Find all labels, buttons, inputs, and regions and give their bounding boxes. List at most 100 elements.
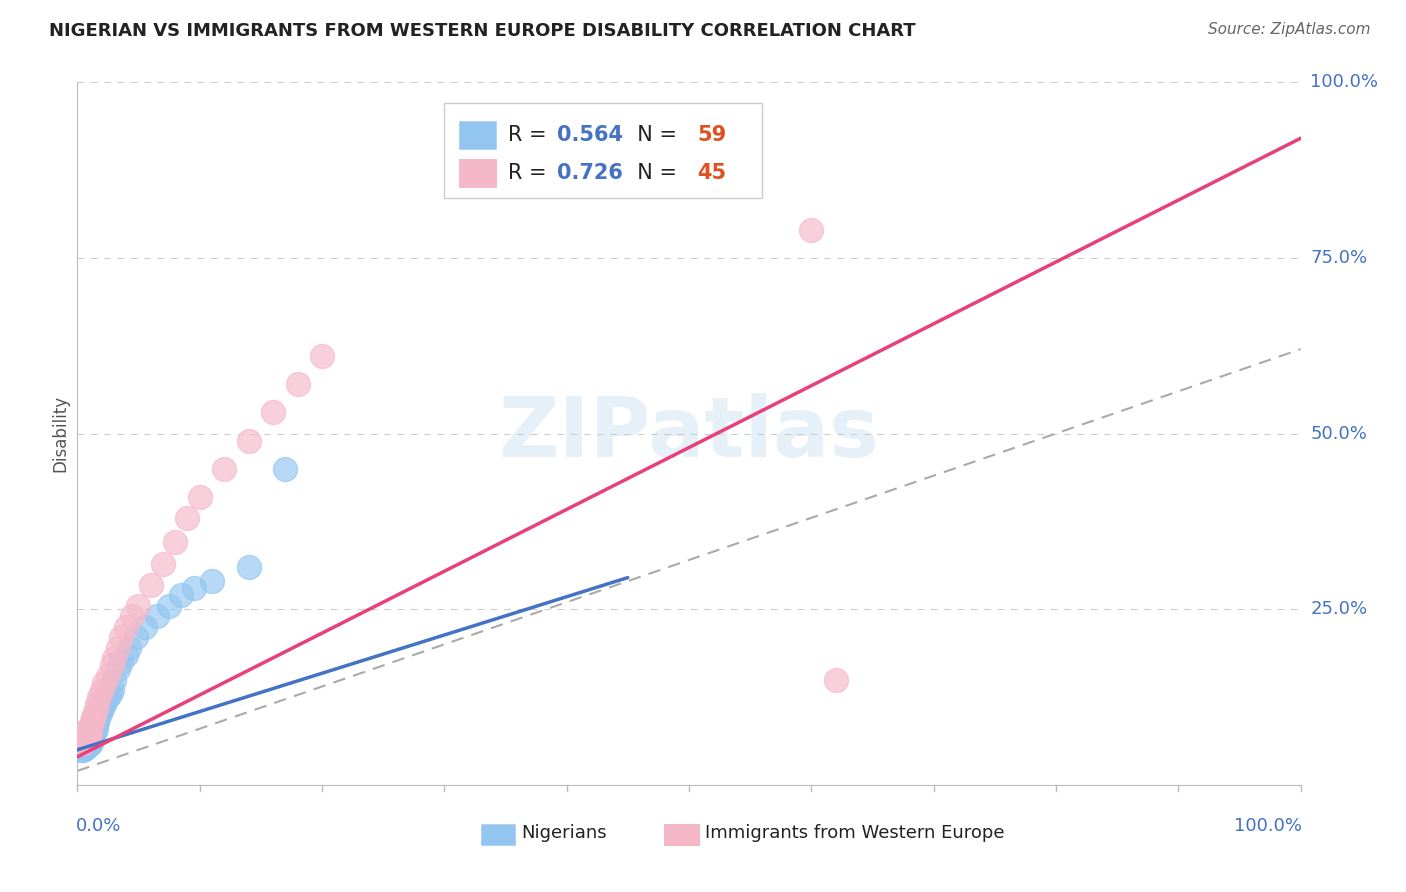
- Point: [80, 714, 103, 729]
- Point: [76, 725, 98, 739]
- Point: [72, 736, 94, 750]
- Point: [79, 730, 101, 744]
- Point: [90, 704, 112, 718]
- Point: [89, 707, 111, 722]
- Point: [79, 737, 101, 751]
- Text: 75.0%: 75.0%: [1310, 249, 1368, 267]
- Point: [73, 741, 96, 756]
- Point: [90, 683, 112, 698]
- Point: [100, 683, 122, 698]
- Point: [80, 732, 103, 747]
- Point: [87, 711, 110, 725]
- Text: 45: 45: [697, 163, 727, 184]
- Point: [97, 690, 120, 705]
- Point: [170, 588, 193, 602]
- Text: 100.0%: 100.0%: [1310, 73, 1378, 91]
- Point: [70, 736, 93, 750]
- Point: [107, 640, 129, 655]
- Text: Immigrants from Western Europe: Immigrants from Western Europe: [704, 823, 1004, 842]
- Point: [110, 655, 132, 669]
- Point: [73, 733, 96, 747]
- Text: 0.0%: 0.0%: [76, 816, 121, 835]
- Point: [183, 581, 205, 595]
- Point: [75, 737, 97, 751]
- Text: R =: R =: [508, 163, 553, 184]
- Point: [75, 732, 97, 747]
- Point: [103, 651, 125, 665]
- Point: [83, 725, 105, 739]
- FancyBboxPatch shape: [665, 823, 699, 845]
- FancyBboxPatch shape: [458, 120, 496, 149]
- Point: [72, 730, 94, 744]
- Text: Nigerians: Nigerians: [522, 823, 607, 842]
- FancyBboxPatch shape: [481, 823, 515, 845]
- Point: [800, 222, 823, 236]
- Point: [75, 727, 97, 741]
- Point: [72, 732, 94, 747]
- Text: ZIPatlas: ZIPatlas: [499, 393, 879, 474]
- Point: [188, 490, 211, 504]
- Point: [115, 620, 138, 634]
- Text: N =: N =: [624, 163, 683, 184]
- Point: [146, 609, 169, 624]
- Point: [80, 730, 103, 744]
- Point: [79, 722, 101, 736]
- Point: [79, 733, 101, 747]
- Point: [139, 577, 162, 591]
- Point: [121, 609, 143, 624]
- Point: [83, 707, 105, 722]
- Point: [127, 599, 149, 613]
- Point: [79, 727, 101, 741]
- Text: Source: ZipAtlas.com: Source: ZipAtlas.com: [1208, 22, 1371, 37]
- Point: [69, 743, 91, 757]
- Point: [75, 730, 97, 744]
- Point: [73, 730, 96, 744]
- Point: [76, 736, 98, 750]
- Point: [77, 733, 100, 747]
- Point: [100, 658, 122, 673]
- Point: [77, 738, 100, 752]
- Point: [274, 461, 297, 475]
- Point: [77, 729, 100, 743]
- Point: [80, 718, 103, 732]
- Point: [89, 690, 111, 705]
- Point: [72, 743, 94, 757]
- Point: [262, 405, 284, 419]
- Point: [98, 687, 121, 701]
- Point: [73, 729, 96, 743]
- Point: [82, 727, 104, 741]
- Text: 25.0%: 25.0%: [1310, 600, 1368, 618]
- Point: [238, 560, 260, 574]
- Point: [93, 676, 115, 690]
- Point: [75, 740, 97, 755]
- Text: NIGERIAN VS IMMIGRANTS FROM WESTERN EUROPE DISABILITY CORRELATION CHART: NIGERIAN VS IMMIGRANTS FROM WESTERN EURO…: [49, 22, 915, 40]
- Point: [97, 669, 120, 683]
- Point: [94, 693, 117, 707]
- Point: [824, 673, 846, 687]
- Point: [93, 697, 115, 711]
- Point: [134, 620, 156, 634]
- Point: [76, 729, 98, 743]
- Point: [90, 700, 112, 714]
- Point: [73, 738, 96, 752]
- Point: [152, 557, 174, 571]
- Point: [70, 736, 93, 750]
- Point: [77, 723, 100, 738]
- Point: [118, 640, 141, 655]
- Point: [75, 733, 97, 747]
- Text: 0.564: 0.564: [557, 125, 623, 145]
- Y-axis label: Disability: Disability: [51, 395, 69, 472]
- Point: [287, 377, 309, 392]
- Point: [82, 711, 104, 725]
- Point: [70, 732, 93, 747]
- Point: [70, 729, 93, 743]
- Point: [76, 730, 98, 744]
- Point: [70, 734, 93, 748]
- Point: [73, 734, 96, 748]
- Point: [176, 511, 198, 525]
- Text: N =: N =: [624, 125, 683, 145]
- Point: [84, 718, 107, 732]
- Point: [311, 349, 333, 363]
- Point: [157, 599, 180, 613]
- Point: [72, 736, 94, 750]
